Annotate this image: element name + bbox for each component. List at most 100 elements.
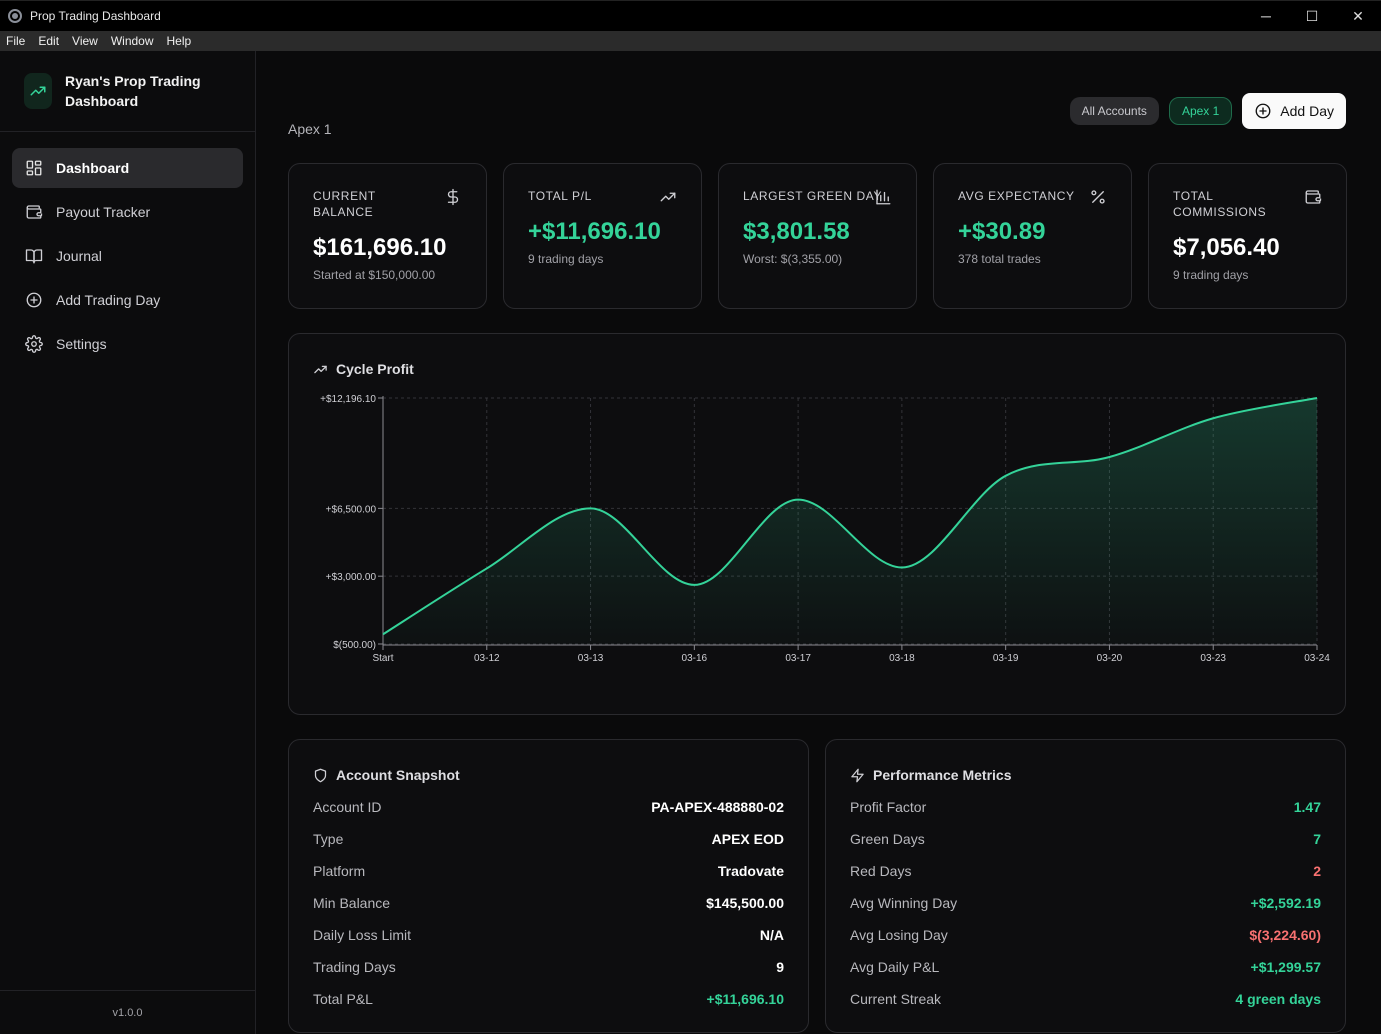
x-tick-label: 03-13 — [578, 653, 604, 664]
row-key: Trading Days — [313, 959, 396, 975]
metric-row: Avg Winning Day +$2,592.19 — [850, 887, 1321, 919]
y-tick-label: +$12,196.10 — [320, 394, 376, 405]
add-day-button[interactable]: Add Day — [1242, 93, 1346, 129]
sidebar-item-settings[interactable]: Settings — [12, 324, 243, 364]
x-tick-label: 03-12 — [474, 653, 500, 664]
app-version: v1.0.0 — [0, 990, 255, 1034]
maximize-button[interactable]: ☐ — [1305, 7, 1319, 24]
metric-row: Profit Factor 1.47 — [850, 791, 1321, 823]
y-tick-label: +$6,500.00 — [326, 504, 377, 515]
panel-title: Account Snapshot — [313, 766, 784, 784]
row-key: Type — [313, 831, 344, 847]
metric-row: Avg Daily P&L +$1,299.57 — [850, 951, 1321, 983]
window-title: Prop Trading Dashboard — [30, 9, 161, 23]
row-value: $(3,224.60) — [1249, 927, 1321, 943]
cycle-profit-chart: +$12,196.10 +$6,500.00 +$3,000.00 $(500.00)… — [288, 333, 1346, 715]
sidebar-item-label: Settings — [56, 336, 107, 352]
brand-name: Ryan's Prop Trading Dashboard — [65, 73, 201, 109]
x-tick-label: Start — [372, 653, 393, 664]
sidebar-nav: Dashboard Payout Tracker Journal Add Tra… — [0, 132, 255, 364]
snapshot-row: Total P&L +$11,696.10 — [313, 983, 784, 1015]
sidebar-item-journal[interactable]: Journal — [12, 236, 243, 276]
wallet-icon — [1304, 188, 1322, 206]
metric-row: Red Days 2 — [850, 855, 1321, 887]
row-value: 2 — [1313, 863, 1321, 879]
menu-view[interactable]: View — [72, 34, 98, 48]
row-value: +$2,592.19 — [1250, 895, 1321, 911]
menu-bar: File Edit View Window Help — [0, 31, 1381, 51]
snapshot-row: Daily Loss Limit N/A — [313, 919, 784, 951]
account-toolbar: All Accounts Apex 1 Add Day — [1069, 93, 1346, 129]
card-value: $3,801.58 — [743, 218, 850, 245]
card-label: AVG EXPECTANCY — [958, 189, 1075, 203]
sidebar-item-dashboard[interactable]: Dashboard — [12, 148, 243, 188]
row-value: PA-APEX-488880-02 — [651, 799, 784, 815]
sidebar-item-label: Dashboard — [56, 160, 130, 176]
x-tick-label: 03-18 — [889, 653, 915, 664]
filter-all-accounts[interactable]: All Accounts — [1069, 97, 1159, 125]
panel-title: Performance Metrics — [850, 766, 1321, 784]
minimize-button[interactable]: ─ — [1261, 8, 1271, 24]
grid-icon — [24, 158, 44, 178]
menu-file[interactable]: File — [6, 34, 26, 48]
metric-row: Current Streak 4 green days — [850, 983, 1321, 1015]
window-titlebar: Prop Trading Dashboard ─ ☐ ✕ — [0, 0, 1381, 31]
card-sub: 9 trading days — [528, 252, 604, 266]
bar-chart-icon — [874, 188, 892, 206]
row-key: Current Streak — [850, 991, 942, 1007]
sidebar-item-add-trading-day[interactable]: Add Trading Day — [12, 280, 243, 320]
row-value: +$11,696.10 — [706, 991, 784, 1007]
y-tick-label: +$3,000.00 — [326, 572, 377, 583]
sidebar-item-label: Payout Tracker — [56, 204, 151, 220]
snapshot-row: Account ID PA-APEX-488880-02 — [313, 791, 784, 823]
row-key: Min Balance — [313, 895, 391, 911]
sidebar-item-label: Add Trading Day — [56, 292, 161, 308]
trending-up-icon — [659, 188, 677, 206]
snapshot-row: Type APEX EOD — [313, 823, 784, 855]
metric-row: Green Days 7 — [850, 823, 1321, 855]
row-key: Daily Loss Limit — [313, 927, 412, 943]
row-value: $145,500.00 — [706, 895, 784, 911]
row-key: Avg Losing Day — [850, 927, 948, 943]
x-tick-label: 03-17 — [785, 653, 811, 664]
lightning-icon — [850, 768, 865, 783]
trending-up-icon — [24, 73, 52, 109]
x-tick-label: 03-20 — [1097, 653, 1123, 664]
card-value: +$11,696.10 — [528, 218, 661, 245]
snapshot-row: Trading Days 9 — [313, 951, 784, 983]
card-sub: 378 total trades — [958, 252, 1041, 266]
row-value: 7 — [1313, 831, 1321, 847]
card-label: TOTAL COMMISSIONS — [1173, 189, 1267, 219]
menu-edit[interactable]: Edit — [38, 34, 60, 48]
main-content: Apex 1 All Accounts Apex 1 Add Day CURRE… — [256, 51, 1381, 1034]
chart-series-line — [382, 397, 1318, 636]
chart-title: Cycle Profit — [313, 361, 414, 377]
sidebar-item-payout-tracker[interactable]: Payout Tracker — [12, 192, 243, 232]
row-key: Avg Winning Day — [850, 895, 958, 911]
menu-window[interactable]: Window — [110, 34, 154, 48]
close-button[interactable]: ✕ — [1352, 7, 1364, 24]
row-key: Total P&L — [313, 991, 373, 1007]
row-value: +$1,299.57 — [1250, 959, 1321, 975]
card-avg-expectancy: AVG EXPECTANCY +$30.89 378 total trades — [933, 163, 1132, 309]
chart-area-fill — [383, 398, 1317, 644]
card-label: LARGEST GREEN DAY — [743, 189, 883, 203]
row-key: Avg Daily P&L — [850, 959, 940, 975]
card-label: TOTAL P/L — [528, 189, 592, 203]
card-total-commissions: TOTAL COMMISSIONS $7,056.40 9 trading da… — [1148, 163, 1347, 309]
row-value: 9 — [776, 959, 784, 975]
row-key: Platform — [313, 863, 366, 879]
snapshot-row: Platform Tradovate — [313, 855, 784, 887]
card-sub: Started at $150,000.00 — [313, 268, 436, 282]
y-tick-label: $(500.00) — [333, 640, 376, 651]
brand[interactable]: Ryan's Prop Trading Dashboard — [0, 51, 255, 132]
filter-apex-1[interactable]: Apex 1 — [1168, 97, 1233, 125]
plus-circle-icon — [24, 290, 44, 310]
sidebar-item-label: Journal — [56, 248, 102, 264]
sidebar: Ryan's Prop Trading Dashboard Dashboard … — [0, 51, 256, 1034]
metric-row: Avg Losing Day $(3,224.60) — [850, 919, 1321, 951]
card-sub: 9 trading days — [1173, 268, 1249, 282]
x-tick-label: 03-19 — [993, 653, 1019, 664]
menu-help[interactable]: Help — [166, 34, 192, 48]
row-key: Account ID — [313, 799, 382, 815]
